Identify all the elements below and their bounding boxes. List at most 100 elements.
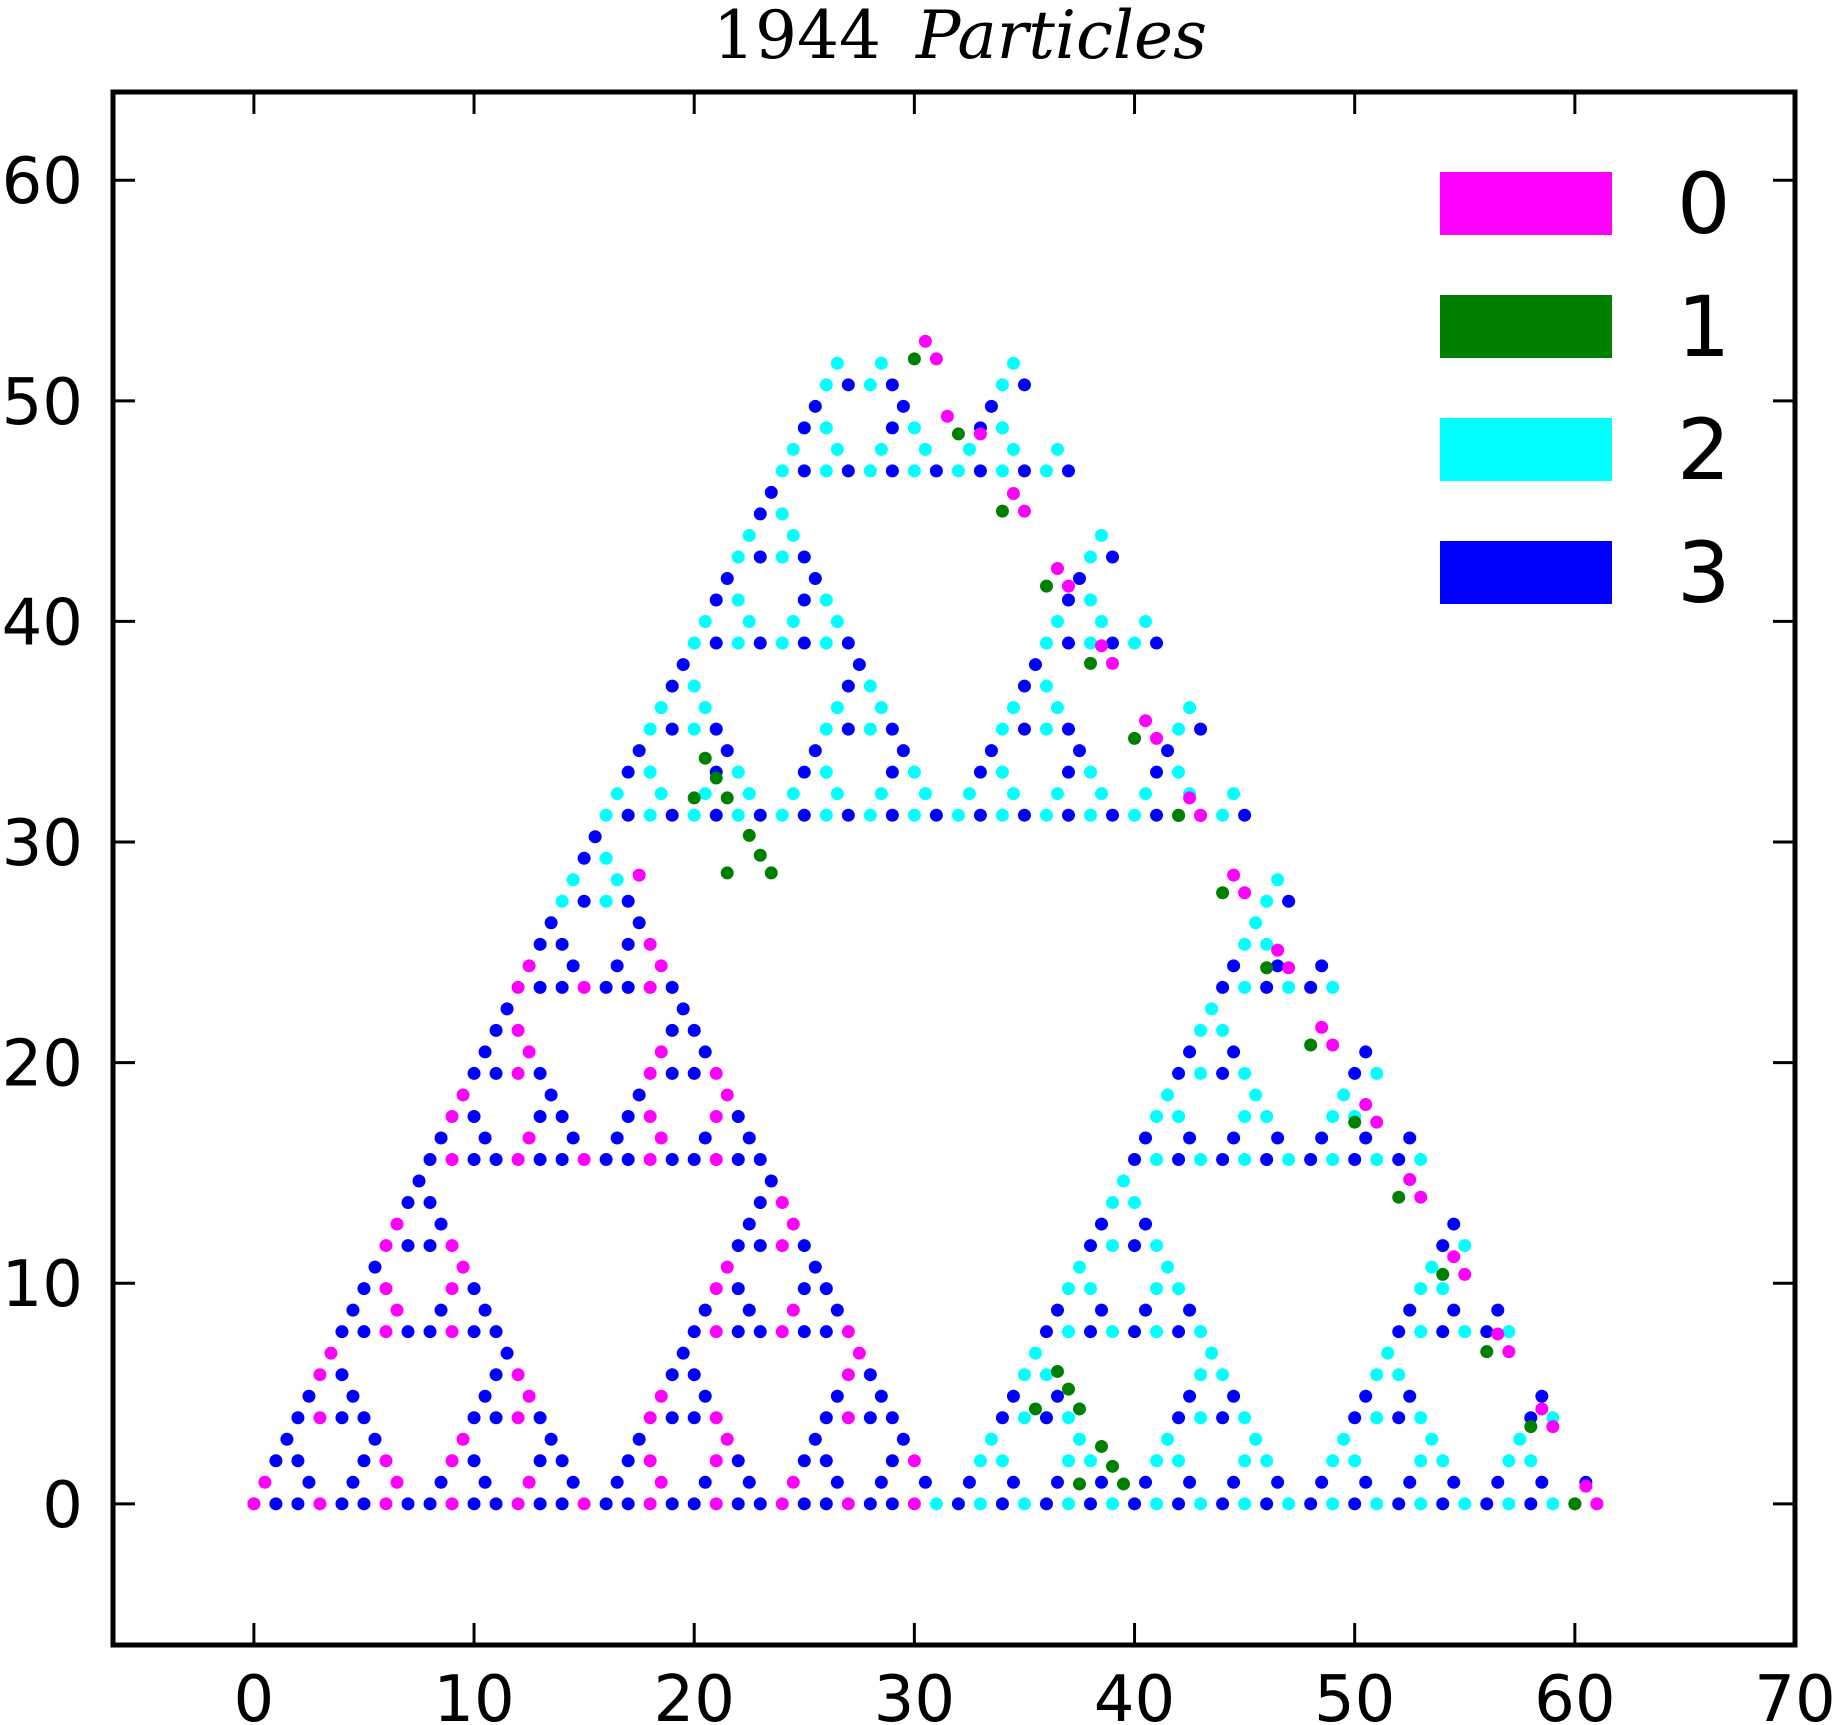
data-point [577, 1497, 591, 1511]
data-point [1083, 1325, 1097, 1339]
data-point [1039, 1411, 1053, 1425]
data-point [1050, 615, 1064, 629]
data-point [1513, 1432, 1527, 1446]
data-point [379, 1239, 393, 1253]
data-point [885, 1454, 899, 1468]
data-point [390, 1475, 404, 1489]
data-point [1039, 1368, 1053, 1382]
data-point [1172, 722, 1186, 736]
data-point [698, 1389, 712, 1403]
data-point [841, 636, 855, 650]
data-point [1106, 1196, 1120, 1210]
data-point [885, 722, 899, 736]
data-point [335, 1497, 349, 1511]
data-point [907, 464, 921, 478]
data-point [1216, 808, 1230, 822]
data-point [742, 615, 756, 629]
data-point [445, 1109, 459, 1123]
data-point [632, 916, 646, 930]
data-point [907, 808, 921, 822]
data-point [1017, 679, 1031, 693]
data-point [962, 1475, 976, 1489]
data-point [1106, 1497, 1120, 1511]
data-point [390, 1217, 404, 1231]
data-point [830, 1389, 844, 1403]
data-point [1359, 1098, 1373, 1112]
data-point [258, 1475, 272, 1489]
data-point [731, 765, 745, 779]
data-point [1050, 442, 1064, 456]
data-point [1061, 1497, 1075, 1511]
chart-title: 1944 Particles [713, 0, 1207, 74]
data-point [1425, 1432, 1439, 1446]
data-point [478, 1131, 492, 1145]
data-point [984, 744, 998, 758]
x-tick-label: 70 [1754, 1663, 1835, 1725]
data-point [1491, 1303, 1505, 1317]
data-point [863, 679, 877, 693]
data-point [1150, 1454, 1164, 1468]
data-point [907, 765, 921, 779]
data-point [874, 1389, 888, 1403]
data-point [1017, 1497, 1031, 1511]
data-point [742, 1303, 756, 1317]
data-point [621, 765, 635, 779]
data-point [445, 1325, 459, 1339]
data-point [874, 701, 888, 715]
data-point [1359, 1389, 1373, 1403]
data-point [819, 421, 833, 435]
data-point [863, 1497, 877, 1511]
data-point [599, 980, 613, 994]
data-point [1414, 1325, 1428, 1339]
chart-title-number: 1944 [713, 0, 881, 74]
data-point [907, 1497, 921, 1511]
data-point [885, 1497, 899, 1511]
data-point [577, 1153, 591, 1167]
data-point [577, 894, 591, 908]
data-point [1039, 808, 1053, 822]
data-point [379, 1325, 393, 1339]
data-point [1017, 504, 1031, 518]
data-point [1304, 1038, 1318, 1052]
data-point [1403, 1131, 1417, 1145]
data-point [1061, 1411, 1075, 1425]
data-point [709, 1282, 723, 1296]
data-point [357, 1282, 371, 1296]
data-point [973, 1497, 987, 1511]
data-point [478, 1045, 492, 1059]
data-point [808, 571, 822, 585]
data-point [368, 1432, 382, 1446]
data-point [863, 378, 877, 392]
data-point [1392, 1497, 1406, 1511]
data-point [1161, 1088, 1175, 1102]
data-point [1128, 1325, 1142, 1339]
legend-swatch-0 [1440, 172, 1612, 235]
data-point [995, 1497, 1009, 1511]
data-point [720, 1260, 734, 1274]
data-point [1348, 1066, 1362, 1080]
data-point [1083, 1239, 1097, 1253]
data-point [1061, 636, 1075, 650]
data-point [797, 765, 811, 779]
data-point [1194, 809, 1208, 823]
legend: 0 1 2 3 [1440, 155, 1730, 622]
data-point [995, 1411, 1009, 1425]
data-point [753, 1497, 767, 1511]
data-point [1061, 765, 1075, 779]
data-point [1392, 1368, 1406, 1382]
data-point [1205, 1002, 1219, 1016]
data-point [1491, 1327, 1505, 1341]
data-point [698, 701, 712, 715]
data-point [1095, 615, 1109, 629]
data-point [962, 442, 976, 456]
data-point [1414, 1190, 1428, 1204]
data-point [1359, 1045, 1373, 1059]
data-point [1095, 639, 1109, 653]
data-point [1183, 1475, 1197, 1489]
x-tick-label: 20 [653, 1663, 734, 1725]
data-point [1425, 1260, 1439, 1274]
data-point [357, 1454, 371, 1468]
data-point [665, 980, 679, 994]
data-point [1546, 1497, 1560, 1511]
